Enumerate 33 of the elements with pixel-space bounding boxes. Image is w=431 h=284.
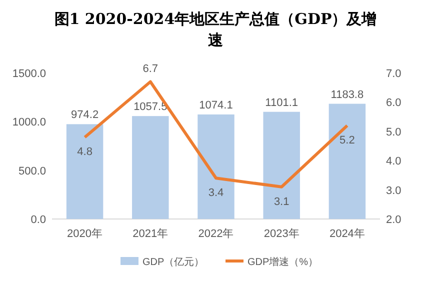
bar [328,104,366,219]
data-label: 1101.1 [265,96,298,109]
data-label: 4.8 [77,146,92,158]
y2-tick-label: 7.0 [386,68,402,80]
y2-tick-label: 3.0 [386,184,402,197]
x-tick-label: 2024年 [329,228,365,240]
y2-tick-label: 5.0 [386,126,402,138]
x-tick-label: 2021年 [132,228,168,240]
y-tick-label: 0.0 [30,214,46,226]
data-label: 1183.8 [330,88,364,101]
y2-tick-label: 4.0 [386,156,402,168]
data-label: 974.2 [71,109,99,122]
y2-tick-label: 2.0 [386,214,402,226]
data-label: 3.1 [274,196,290,208]
legend-label: GDP增速（%） [248,256,318,268]
data-label: 1057.5 [134,101,168,114]
data-label: 1074.1 [199,99,233,112]
x-tick-label: 2022年 [198,228,234,240]
bar [132,116,169,219]
y2-tick-label: 6.0 [386,97,402,110]
bar [198,114,234,219]
chart-title: 图1 2020-2024年地区生产总值（GDP）及增速 [54,10,377,49]
x-tick-label: 2020年 [67,228,103,240]
legend-label: GDP（亿元） [142,257,204,268]
data-label: 6.7 [142,62,158,75]
bar [263,112,300,219]
y-tick-label: 1500.0 [12,68,46,80]
x-tick-label: 2023年 [264,228,300,240]
y-tick-label: 500.0 [18,165,46,178]
bar [66,124,104,219]
y-tick-label: 1000.0 [12,116,46,129]
data-label: 3.4 [208,187,224,200]
data-label: 5.2 [340,134,355,147]
